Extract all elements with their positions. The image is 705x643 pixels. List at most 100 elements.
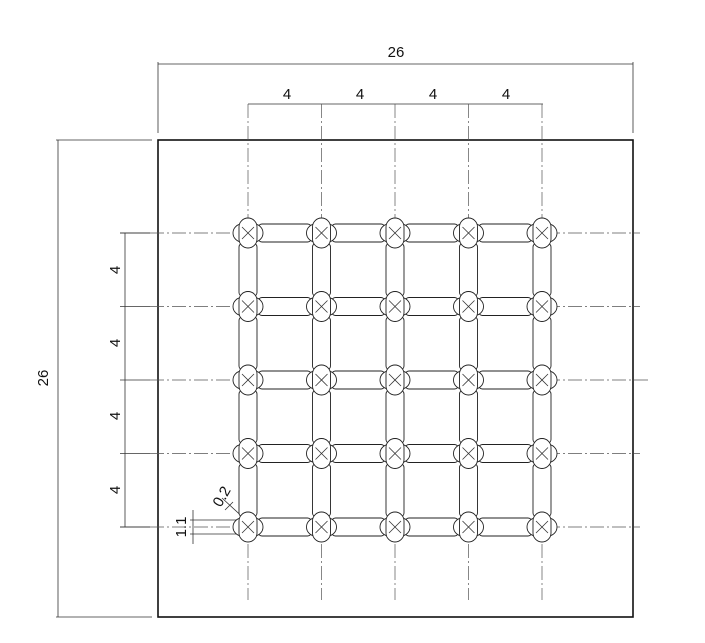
horizontal-slot	[478, 444, 533, 463]
slot-node	[379, 438, 411, 469]
horizontal-slot	[404, 517, 459, 537]
node-cross	[241, 300, 255, 313]
node-cross	[388, 373, 402, 387]
vertical-slot	[532, 316, 552, 371]
slot-node	[306, 511, 337, 543]
vertical-slot	[238, 389, 258, 444]
node-cross	[315, 300, 328, 313]
horizontal-slot	[478, 370, 533, 390]
slot-node	[453, 511, 484, 543]
node-cross	[315, 373, 328, 387]
vertical-slot	[312, 463, 331, 518]
node-cross	[462, 520, 475, 534]
overall-width-label: 26	[388, 44, 405, 61]
node-cross	[535, 226, 549, 240]
node-cross	[315, 226, 328, 240]
horizontal-slot	[478, 517, 533, 537]
node-cross	[535, 447, 549, 460]
slot-node	[379, 511, 411, 543]
slot-node	[306, 217, 337, 249]
slot-node	[526, 217, 558, 249]
vertical-slot	[312, 316, 331, 371]
vertical-slot	[385, 389, 405, 444]
horizontal-slot	[257, 297, 312, 316]
node-cross	[462, 373, 475, 387]
horizontal-slot	[257, 370, 312, 390]
node-cross	[241, 226, 255, 240]
horizontal-slot	[331, 370, 386, 390]
node-cross	[462, 300, 475, 313]
vertical-slot	[459, 389, 478, 444]
column-pitch-label-2: 4	[356, 86, 364, 103]
overall-height-label: 26	[35, 370, 52, 387]
slot-node	[379, 291, 411, 322]
slot-node	[526, 364, 558, 396]
horizontal-slot	[404, 444, 459, 463]
slot-node	[526, 438, 558, 469]
horizontal-slot	[331, 223, 386, 243]
slot-node	[453, 291, 484, 322]
horizontal-slot	[331, 297, 386, 316]
node-cross	[315, 447, 328, 460]
slot-node	[526, 511, 558, 543]
row-pitch-label-4: 4	[107, 486, 124, 494]
node-cross	[388, 520, 402, 534]
node-cross	[535, 373, 549, 387]
overall-width-dimension: 26	[157, 44, 634, 133]
node-cross	[462, 447, 475, 460]
horizontal-slot	[331, 517, 386, 537]
slot-node	[453, 217, 484, 249]
node-cross	[535, 300, 549, 313]
overall-height-dimension: 26	[35, 139, 152, 618]
slot-node	[306, 438, 337, 469]
vertical-slot	[385, 242, 405, 297]
horizontal-slot	[257, 444, 312, 463]
column-pitch-label-4: 4	[502, 86, 510, 103]
slot-node	[232, 364, 264, 396]
row-pitch-label-2: 4	[107, 339, 124, 347]
node-cross	[388, 226, 402, 240]
vertical-slot	[312, 389, 331, 444]
slot-node	[306, 291, 337, 322]
slot-node	[453, 438, 484, 469]
slot-node	[453, 364, 484, 396]
horizontal-slot	[257, 517, 312, 537]
column-pitch-label-3: 4	[429, 86, 437, 103]
slot-node	[379, 217, 411, 249]
vertical-slot	[238, 242, 258, 297]
slot-node	[232, 291, 264, 322]
vertical-slot	[459, 463, 478, 518]
node-cross	[315, 520, 328, 534]
slot-node	[306, 364, 337, 396]
slot-node	[232, 217, 264, 249]
horizontal-slot	[478, 297, 533, 316]
vertical-slot	[312, 242, 331, 297]
vertical-slot	[532, 463, 552, 518]
vertical-slot	[532, 242, 552, 297]
vertical-slot	[532, 389, 552, 444]
vertical-slot	[238, 463, 258, 518]
vertical-slot	[238, 316, 258, 371]
slot-node	[232, 438, 264, 469]
horizontal-slot	[478, 223, 533, 243]
vertical-slot	[385, 316, 405, 371]
horizontal-slot	[404, 223, 459, 243]
node-cross	[388, 447, 402, 460]
column-pitch-dimensions: 4 4 4 4	[248, 86, 543, 105]
column-pitch-label-1: 4	[283, 86, 291, 103]
node-cross	[241, 520, 255, 534]
slot-node	[526, 291, 558, 322]
horizontal-slot	[404, 297, 459, 316]
plate-outline	[157, 139, 634, 618]
node-cross	[462, 226, 475, 240]
horizontal-slot	[257, 223, 312, 243]
node-cross	[388, 300, 402, 313]
slot-node	[232, 511, 264, 543]
row-pitch-label-3: 4	[107, 412, 124, 420]
node-cross	[241, 447, 255, 460]
node-cross	[241, 373, 255, 387]
vertical-slot	[385, 463, 405, 518]
node-cross	[535, 520, 549, 534]
horizontal-slot	[404, 370, 459, 390]
